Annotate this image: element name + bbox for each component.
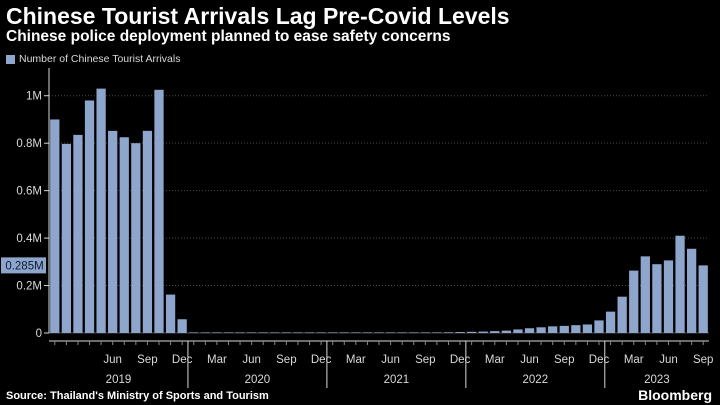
bar	[293, 332, 303, 333]
legend-swatch	[6, 54, 15, 64]
x-tick-label: Sep	[554, 354, 574, 366]
bar	[189, 332, 199, 333]
bar	[96, 88, 106, 333]
bar	[362, 332, 373, 333]
x-tick-label: Dec	[450, 354, 471, 366]
bar	[467, 331, 477, 333]
bar	[223, 332, 234, 333]
y-tick-label: 0.8M	[16, 138, 42, 150]
bar	[524, 328, 535, 333]
bar	[328, 332, 338, 333]
bar	[420, 332, 430, 333]
x-tick-label: Jun	[242, 354, 261, 366]
y-tick-label: 0	[36, 328, 42, 340]
x-year-label: 2020	[245, 374, 271, 386]
bar	[61, 143, 71, 333]
x-tick-label: Dec	[589, 354, 610, 366]
bar	[235, 332, 245, 333]
bar	[675, 235, 685, 333]
bar	[397, 332, 407, 333]
y-tick-label: 0.2M	[16, 281, 42, 293]
bar	[663, 260, 674, 333]
y-tick-label: 1M	[26, 91, 42, 103]
bar	[339, 332, 349, 333]
bar	[617, 296, 627, 333]
x-tick-label: Jun	[659, 354, 678, 366]
x-tick-label: Dec	[172, 354, 193, 366]
bar	[571, 325, 581, 333]
x-tick-label: Mar	[346, 354, 366, 366]
x-year-label: 2022	[523, 374, 549, 386]
bar	[50, 119, 60, 333]
bar	[119, 137, 129, 333]
bar	[455, 332, 465, 333]
bar	[501, 330, 511, 333]
bar	[351, 332, 361, 333]
bar	[316, 332, 326, 333]
callout-label: 0.285M	[5, 260, 43, 272]
bar	[200, 332, 210, 333]
bar	[73, 134, 83, 333]
x-tick-label: Sep	[693, 354, 713, 366]
x-tick-label: Dec	[311, 354, 332, 366]
bar	[652, 264, 662, 333]
x-tick-label: Mar	[485, 354, 505, 366]
x-tick-label: Jun	[381, 354, 400, 366]
bar	[478, 331, 488, 333]
y-tick-label: 0.4M	[16, 233, 42, 245]
bar	[374, 332, 384, 333]
callout-badge	[1, 257, 46, 274]
x-tick-label: Mar	[624, 354, 644, 366]
x-tick-label: Mar	[207, 354, 227, 366]
bar	[258, 332, 268, 333]
bar	[582, 324, 593, 333]
bar	[281, 332, 291, 333]
bar	[536, 327, 546, 333]
x-tick-label: Jun	[103, 354, 122, 366]
bar	[304, 332, 315, 333]
legend: Number of Chinese Tourist Arrivals	[6, 53, 180, 65]
bar	[605, 311, 616, 333]
bar	[270, 332, 280, 333]
bar	[687, 248, 697, 333]
bar	[629, 270, 639, 333]
x-year-label: 2021	[384, 374, 410, 386]
source-note: Source: Thailand's Ministry of Sports an…	[6, 390, 269, 402]
bar	[432, 332, 442, 333]
bloomberg-logo: Bloomberg	[638, 387, 712, 403]
chart-subtitle: Chinese police deployment planned to eas…	[6, 28, 451, 45]
chart-title: Chinese Tourist Arrivals Lag Pre-Covid L…	[6, 3, 510, 29]
bar	[108, 130, 118, 333]
bar	[247, 332, 257, 333]
bar	[490, 331, 500, 333]
x-year-label: 2019	[106, 374, 132, 386]
bar	[640, 256, 650, 333]
x-tick-label: Sep	[137, 354, 157, 366]
bar	[594, 320, 604, 333]
bar	[548, 326, 558, 333]
bar	[559, 325, 569, 333]
bar	[131, 143, 141, 333]
bar	[698, 265, 708, 333]
x-tick-label: Sep	[276, 354, 296, 366]
bar	[84, 100, 95, 334]
bar	[385, 332, 396, 333]
bar	[165, 294, 176, 333]
y-tick-label: 0.6M	[16, 186, 42, 198]
bar	[212, 332, 222, 333]
x-tick-label: Sep	[415, 354, 435, 366]
bar	[409, 332, 419, 333]
bar	[177, 319, 187, 333]
legend-label: Number of Chinese Tourist Arrivals	[19, 53, 181, 65]
x-year-label: 2023	[644, 374, 670, 386]
bar	[513, 329, 523, 333]
bar	[142, 130, 153, 333]
bar	[443, 332, 454, 333]
x-tick-label: Jun	[520, 354, 539, 366]
bar	[154, 89, 164, 333]
